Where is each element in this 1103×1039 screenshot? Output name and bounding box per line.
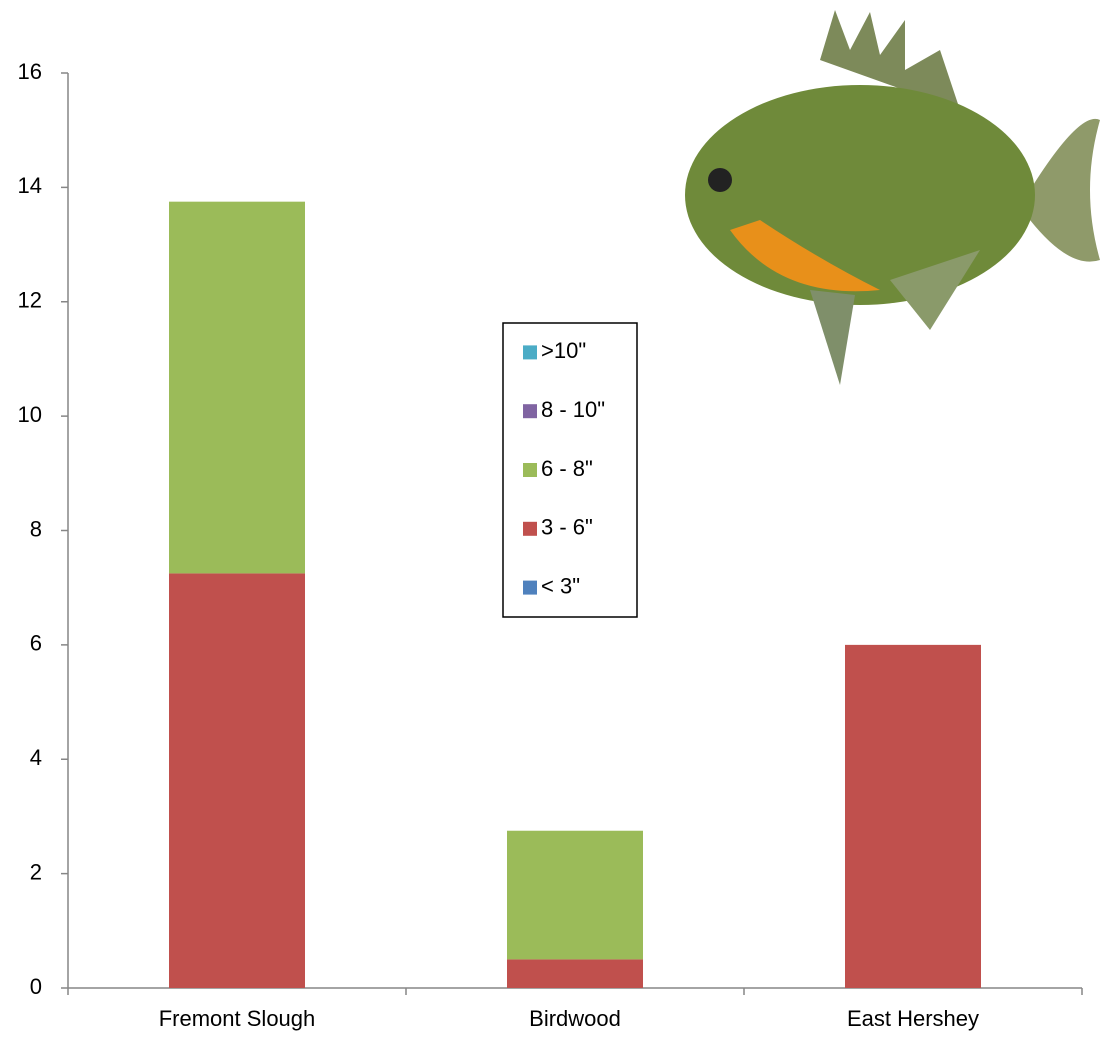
fish-body <box>685 85 1035 305</box>
legend-label: < 3" <box>541 573 580 598</box>
legend-swatch <box>523 463 537 477</box>
legend-swatch <box>523 580 537 595</box>
fish-fin <box>890 250 980 330</box>
legend-swatch <box>523 345 537 360</box>
y-tick-label: 16 <box>18 59 42 84</box>
legend-label: 3 - 6" <box>541 515 593 540</box>
bar-segment <box>507 959 643 988</box>
legend-swatch <box>523 404 537 419</box>
legend-label: 8 - 10" <box>541 397 605 422</box>
fish-tail <box>1030 118 1100 262</box>
fish-fin <box>820 10 960 110</box>
y-tick-label: 4 <box>30 745 42 770</box>
y-tick-label: 8 <box>30 516 42 541</box>
legend: >10" 8 - 10" 6 - 8" 3 - 6" < 3" <box>502 322 638 618</box>
y-tick-label: 10 <box>18 402 42 427</box>
x-tick-label: Birdwood <box>529 1006 621 1031</box>
fish-belly <box>730 220 880 292</box>
legend-swatch <box>523 521 537 536</box>
x-tick-label: East Hershey <box>847 1006 979 1031</box>
y-tick-label: 12 <box>18 288 42 313</box>
y-tick-label: 14 <box>18 173 42 198</box>
bar-segment <box>169 201 305 574</box>
legend-label: >10" <box>541 338 586 363</box>
fish-fin <box>810 290 855 385</box>
y-tick-label: 2 <box>30 859 42 884</box>
bar-segment <box>169 573 305 988</box>
legend-label: 6 - 8" <box>541 456 593 481</box>
bar-segment <box>507 830 643 960</box>
y-tick-label: 0 <box>30 974 42 999</box>
fish-eye <box>708 168 732 192</box>
bar-segment <box>845 644 981 988</box>
fish-illustration <box>685 10 1100 385</box>
y-tick-label: 6 <box>30 631 42 656</box>
x-tick-label: Fremont Slough <box>159 1006 316 1031</box>
